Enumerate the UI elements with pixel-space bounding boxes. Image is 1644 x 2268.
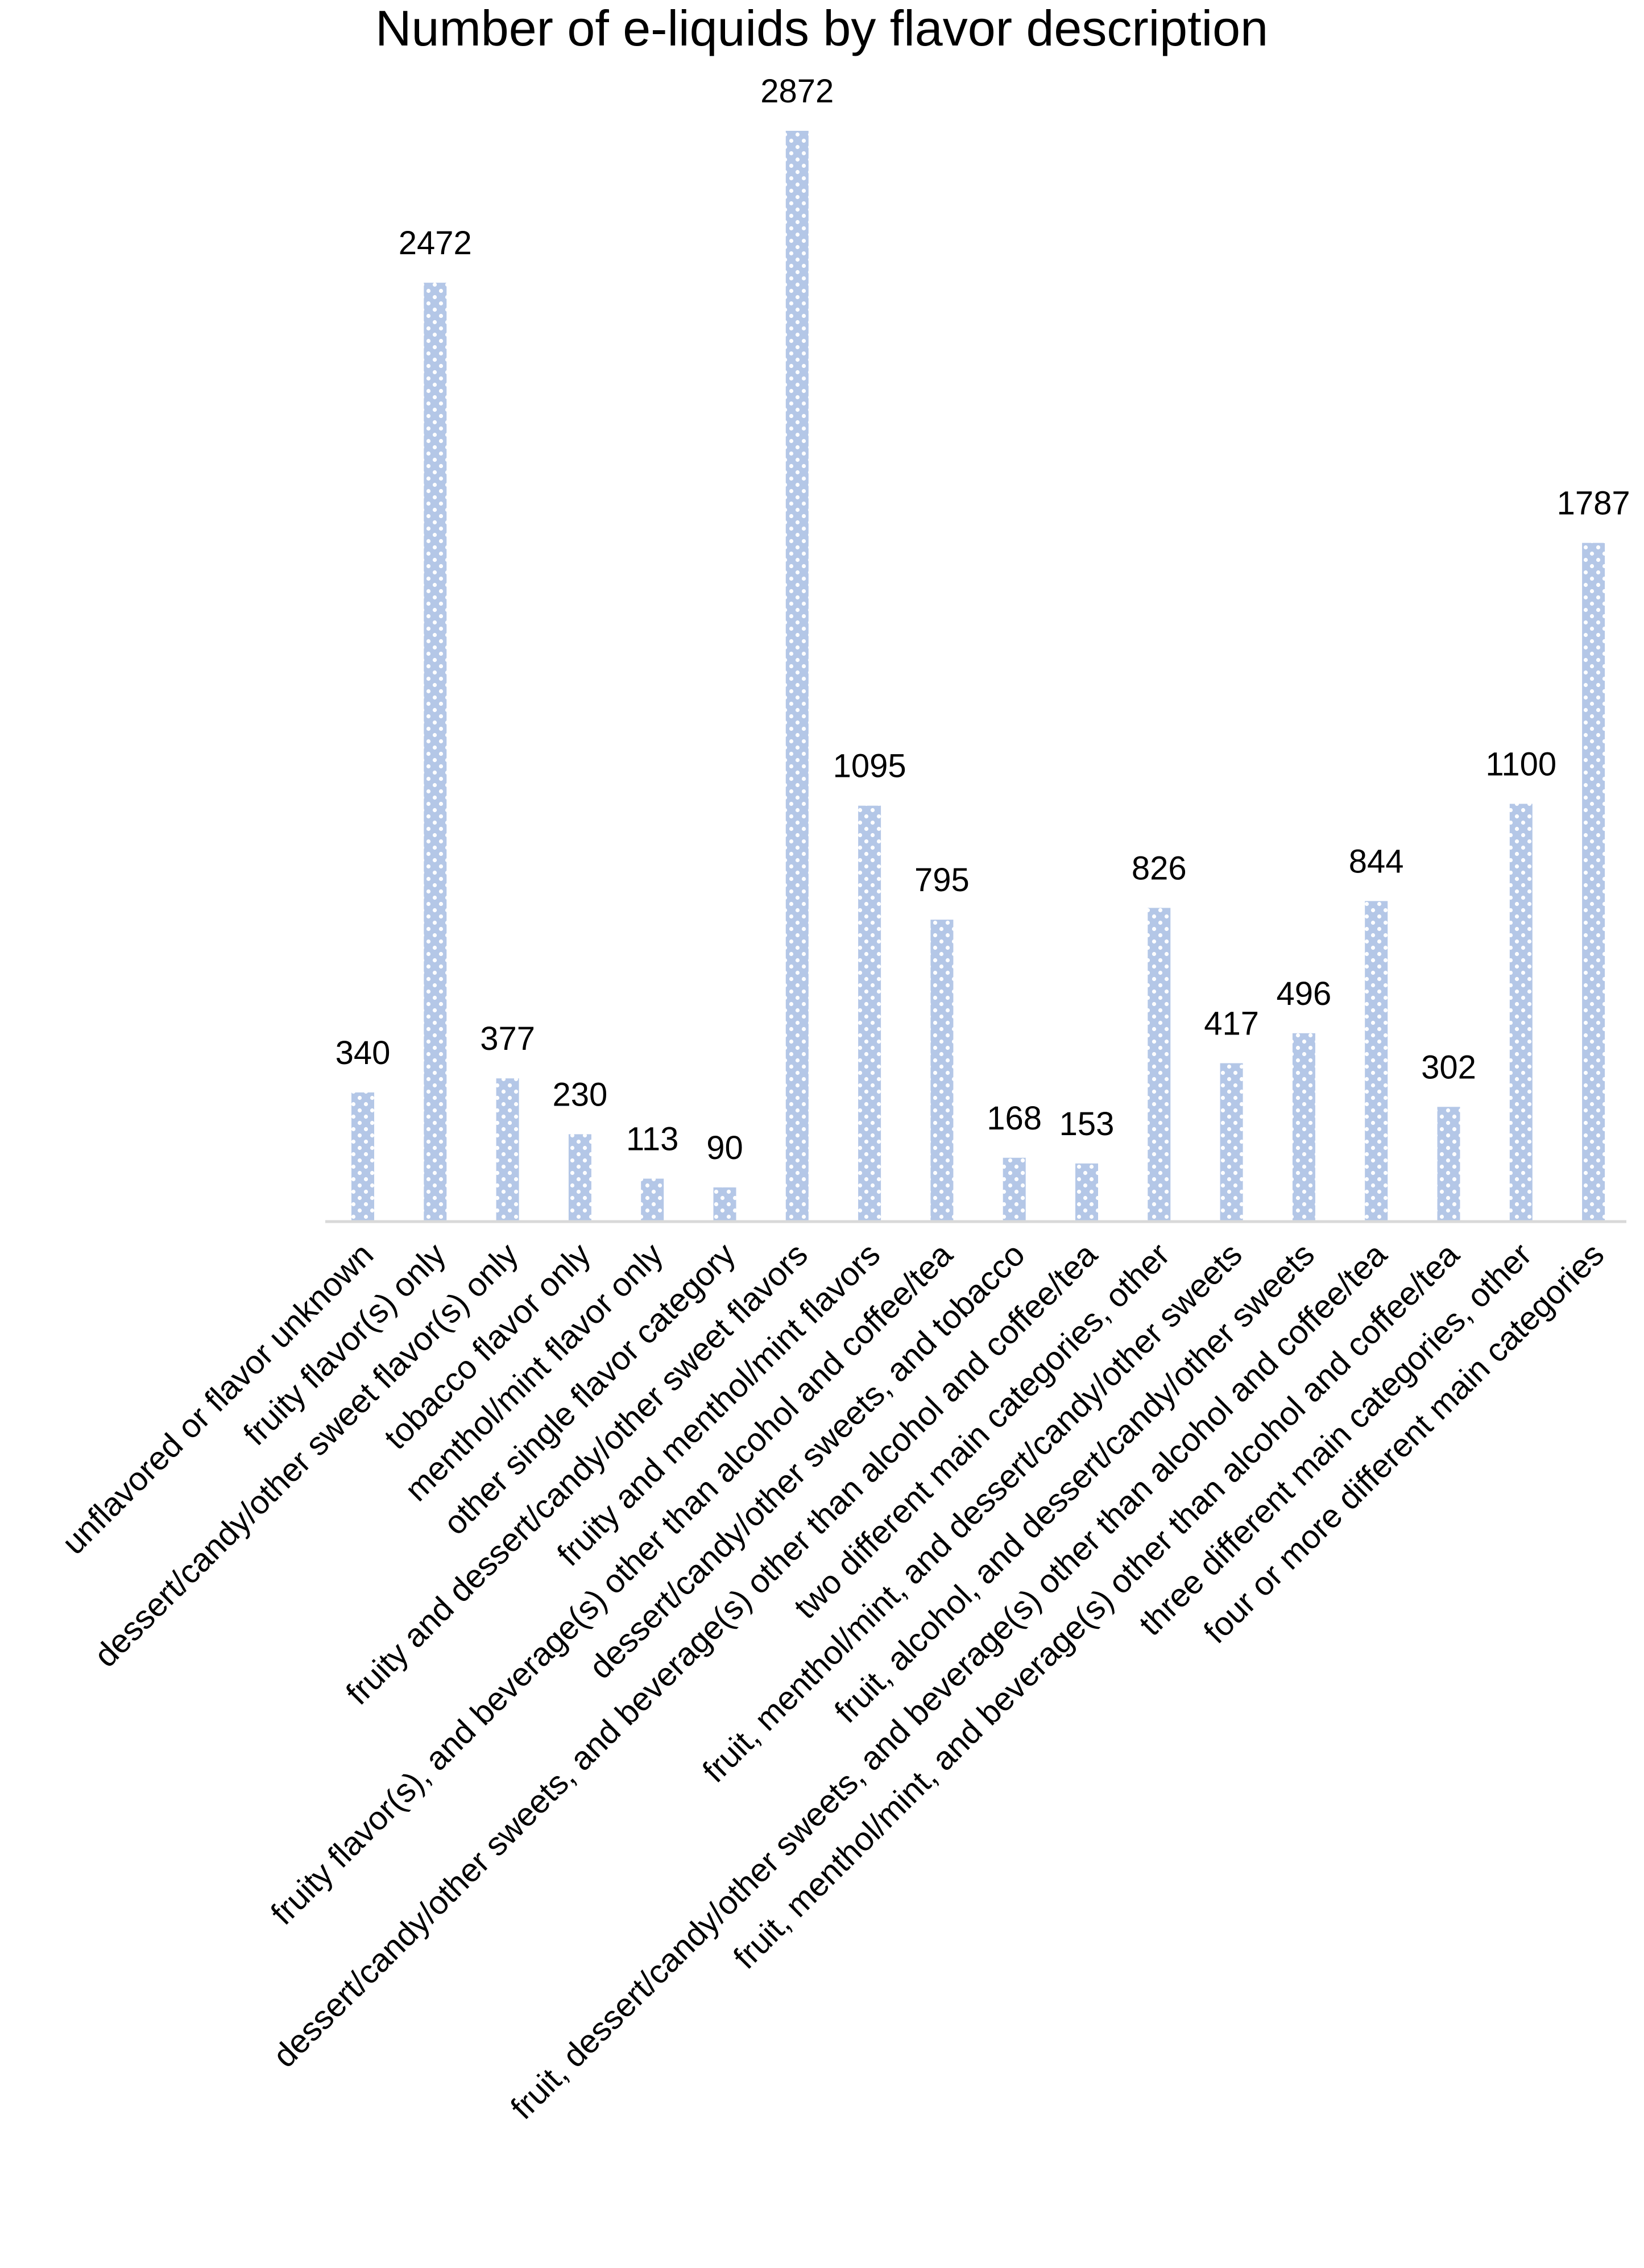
bar	[1365, 901, 1388, 1222]
bar	[930, 920, 954, 1222]
data-label: 2872	[760, 73, 834, 110]
data-label: 230	[553, 1076, 608, 1113]
bar	[1148, 908, 1171, 1222]
data-label: 795	[914, 862, 970, 899]
data-label: 826	[1132, 850, 1187, 887]
bar	[1292, 1033, 1315, 1222]
bar	[424, 283, 447, 1222]
data-label: 340	[336, 1034, 391, 1071]
data-label: 1095	[833, 748, 906, 785]
data-label: 168	[987, 1100, 1042, 1137]
x-tick-label: unflavored or flavor unknown	[55, 1236, 381, 1562]
data-label: 377	[480, 1020, 535, 1057]
data-label: 1787	[1557, 485, 1630, 522]
bar	[496, 1078, 519, 1222]
bar	[1220, 1063, 1243, 1222]
data-label: 496	[1277, 975, 1332, 1012]
data-label: 90	[706, 1129, 743, 1166]
bar	[785, 131, 809, 1222]
value-labels-layer: 340 2472 377 230 113 90 2872 1095 795 168 153 826 41…	[336, 73, 1630, 1166]
data-label: 2472	[399, 225, 472, 262]
bar	[568, 1134, 591, 1222]
bar	[858, 805, 881, 1222]
data-label: 1100	[1485, 746, 1556, 783]
bar	[1003, 1157, 1026, 1222]
bar	[1582, 543, 1605, 1222]
bars-layer	[351, 131, 1605, 1222]
bar	[1075, 1163, 1098, 1222]
data-label: 113	[626, 1121, 678, 1158]
bar	[641, 1178, 664, 1222]
data-label: 844	[1349, 843, 1404, 880]
chart-title: Number of e-liquids by flavor descriptio…	[375, 0, 1268, 56]
data-label: 153	[1059, 1106, 1115, 1143]
bar	[713, 1187, 736, 1222]
bar	[351, 1092, 374, 1222]
data-label: 302	[1421, 1049, 1476, 1086]
bar	[1437, 1107, 1460, 1222]
data-label: 417	[1204, 1005, 1259, 1042]
bar	[1509, 804, 1533, 1222]
